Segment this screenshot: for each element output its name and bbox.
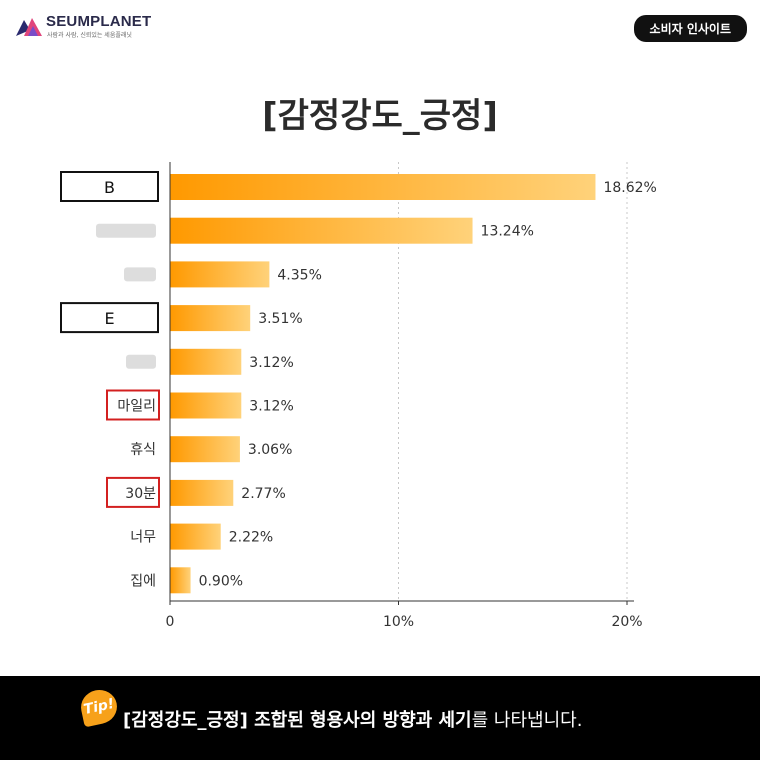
- blurred-category-label: [96, 223, 156, 238]
- x-tick-label: 0: [166, 614, 175, 630]
- category-highlight-box: [60, 302, 159, 334]
- bar-value-label: 3.12%: [249, 355, 293, 371]
- blurred-category-label: [124, 267, 156, 282]
- bar: [170, 436, 240, 463]
- x-tick-label: 10%: [383, 614, 414, 630]
- bar: [170, 261, 270, 288]
- bar-chart: 18.62% B 13.24% 4.35% 3.51% E 3.12% 3.12% 마일리 3.0…: [60, 162, 657, 630]
- category-highlight-box: [60, 171, 159, 202]
- bar-value-label: 2.77%: [241, 486, 285, 502]
- category-red-box: [106, 476, 160, 508]
- bar-value-label: 4.35%: [277, 267, 321, 283]
- category-label: 30분: [125, 486, 156, 502]
- bar-value-label: 3.12%: [249, 399, 293, 415]
- brand-name: SEUMPLANET: [46, 13, 152, 30]
- category-label: B: [104, 178, 115, 197]
- bar: [170, 348, 242, 375]
- footer-banner: [0, 676, 760, 760]
- bar-value-label: 3.06%: [248, 442, 292, 458]
- x-tick-label: 20%: [611, 614, 642, 630]
- category-label: 마일리: [117, 399, 156, 415]
- footer-caption: [감정강도_긍정] 조합된 형용사의 방향과 세기를 나타냅니다.: [123, 706, 582, 732]
- category-label: 집에: [130, 573, 156, 589]
- consumer-insight-badge: 소비자 인사이트: [633, 15, 747, 42]
- bar-value-label: 3.51%: [258, 311, 302, 327]
- bar: [170, 479, 234, 506]
- bar-value-label: 2.22%: [229, 530, 273, 546]
- bar: [170, 305, 251, 332]
- bar: [170, 523, 221, 550]
- planet-logo-icon: [16, 18, 42, 36]
- brand-tagline: 사람과 사람, 신뢰있는 세움플래닛: [47, 32, 132, 39]
- chart-title: [감정강도_긍정]: [262, 96, 498, 136]
- bar: [170, 174, 596, 200]
- footer-caption-rest: 를 나타냅니다.: [471, 710, 583, 731]
- blurred-category-label: [126, 354, 156, 369]
- category-label: 너무: [130, 530, 156, 546]
- bar: [170, 217, 473, 244]
- footer-caption-bold: [감정강도_긍정] 조합된 형용사의 방향과 세기: [123, 710, 472, 731]
- bar-value-label: 0.90%: [199, 573, 243, 589]
- bar: [170, 392, 242, 419]
- brand-logo: SEUMPLANET 사람과 사람, 신뢰있는 세움플래닛: [14, 12, 174, 42]
- bar-value-label: 13.24%: [481, 224, 534, 240]
- category-label: E: [104, 309, 114, 328]
- bar: [170, 567, 191, 594]
- bar-value-label: 18.62%: [603, 180, 656, 196]
- category-red-box: [106, 389, 160, 421]
- category-label: 휴식: [130, 442, 156, 458]
